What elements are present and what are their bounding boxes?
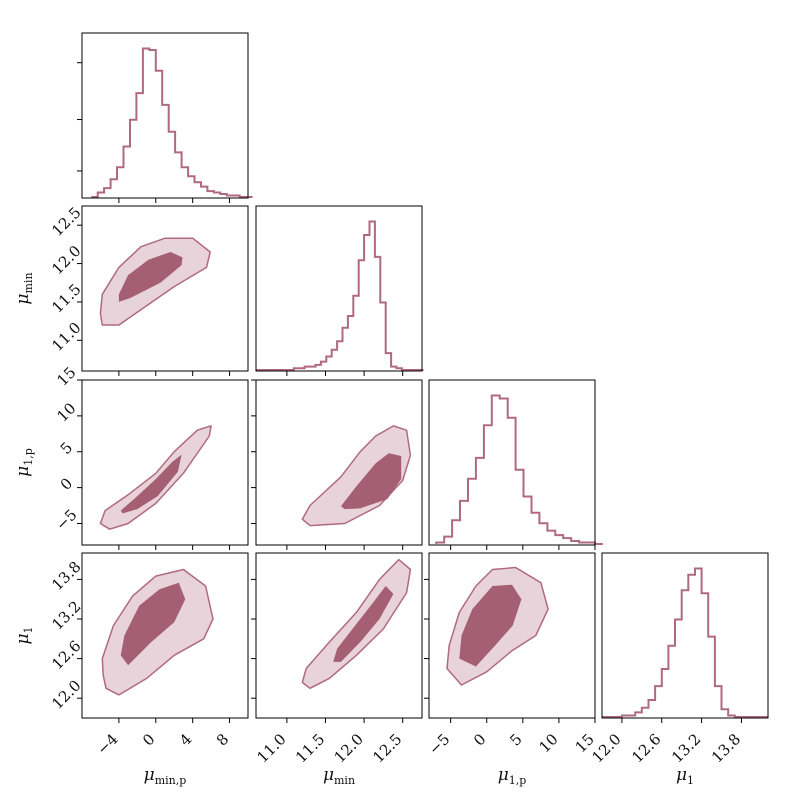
x-axis-label-mu_1_p: μ1,p	[498, 765, 527, 787]
histogram-step-mu_1_p	[435, 394, 603, 545]
x-tick-label: 13.8	[708, 730, 744, 766]
contour-inner-mu_1_p-mu_1	[459, 584, 522, 667]
x-tick-label: 8	[213, 730, 232, 749]
contour-inner-mu_min_p-mu_1_p	[120, 454, 182, 514]
x-axis-label-mu_min: μmin	[323, 765, 355, 787]
y-tick-label: 13.2	[48, 597, 84, 633]
histogram-step-mu_min	[256, 220, 424, 371]
x-tick-label: 0	[139, 730, 158, 749]
panel-frame-0-2	[81, 379, 249, 546]
histogram-mu_min_p	[77, 32, 253, 203]
histogram-mu_min	[255, 205, 424, 376]
panel-frame-1-3	[255, 552, 423, 719]
x-tick-label: 11.0	[253, 730, 289, 766]
y-tick-label: 11.5	[48, 280, 84, 316]
contour-inner-mu_min_p-mu_1	[120, 582, 186, 666]
x-tick-label: 12.6	[628, 730, 664, 766]
y-tick-label: −5	[52, 506, 80, 534]
y-tick-label: 5	[57, 438, 76, 457]
y-tick-label: 15	[53, 363, 79, 389]
contour-outer-mu_min-mu_1_p	[301, 425, 412, 527]
y-tick-label: 12.0	[48, 676, 84, 712]
contour-panel-mu_min_p-mu_min	[77, 205, 249, 376]
x-tick-label: 10	[536, 730, 562, 756]
contour-panel-mu_1_p-mu_1	[424, 552, 596, 723]
contour-inner-mu_min-mu_1_p	[340, 453, 402, 510]
y-axis-label-mu_min: μmin	[13, 272, 35, 304]
histogram-step-mu_min_p	[91, 47, 253, 198]
x-tick-label: 12.5	[369, 730, 405, 766]
contour-panel-mu_min_p-mu_1_p	[77, 379, 249, 550]
x-tick-label: 5	[506, 730, 525, 749]
histogram-mu_1	[601, 552, 769, 723]
y-axis-label-mu_1_p: μ1,p	[13, 448, 35, 477]
x-tick-label: 12.0	[331, 730, 367, 766]
panel-frame-0-0	[81, 32, 249, 199]
contour-inner-mu_min_p-mu_min	[118, 252, 183, 302]
y-tick-label: 11.0	[48, 319, 84, 355]
x-tick-label: 13.2	[668, 730, 704, 766]
contour-outer-mu_min-mu_1	[301, 558, 412, 690]
contour-panel-mu_min_p-mu_1	[77, 552, 249, 723]
contour-outer-mu_min_p-mu_1_p	[99, 425, 212, 530]
panel-frame-1-1	[255, 205, 423, 372]
x-tick-label: 0	[470, 730, 489, 749]
y-axis-label-mu_1: μ1	[13, 626, 35, 644]
x-tick-label: −5	[425, 730, 453, 758]
panel-frame-0-1	[81, 205, 249, 372]
y-tick-label: 10	[53, 399, 79, 425]
panel-frame-0-3	[81, 552, 249, 719]
histogram-mu_1_p	[428, 379, 603, 550]
contour-panel-mu_min-mu_1_p	[251, 379, 423, 550]
contour-panel-mu_min-mu_1	[251, 552, 423, 723]
contour-inner-mu_min-mu_1	[333, 586, 394, 662]
x-tick-label: 4	[176, 730, 195, 749]
y-tick-label: 12.5	[48, 203, 84, 239]
y-tick-label: 0	[57, 474, 76, 493]
histogram-step-mu_1	[602, 567, 768, 718]
panel-frame-2-2	[428, 379, 596, 546]
x-axis-label-mu_1: μ1	[676, 765, 694, 787]
x-tick-label: −4	[93, 730, 121, 758]
panel-frame-2-3	[428, 552, 596, 719]
y-tick-label: 13.8	[48, 558, 84, 594]
y-tick-label: 12.6	[48, 637, 84, 673]
x-tick-label: 12.0	[588, 730, 624, 766]
panel-frame-3-3	[601, 552, 769, 719]
x-tick-label: 11.5	[292, 730, 328, 766]
panel-frame-1-2	[255, 379, 423, 546]
x-axis-label-mu_min_p: μmin,p	[144, 765, 187, 787]
y-tick-label: 12.0	[48, 242, 84, 278]
